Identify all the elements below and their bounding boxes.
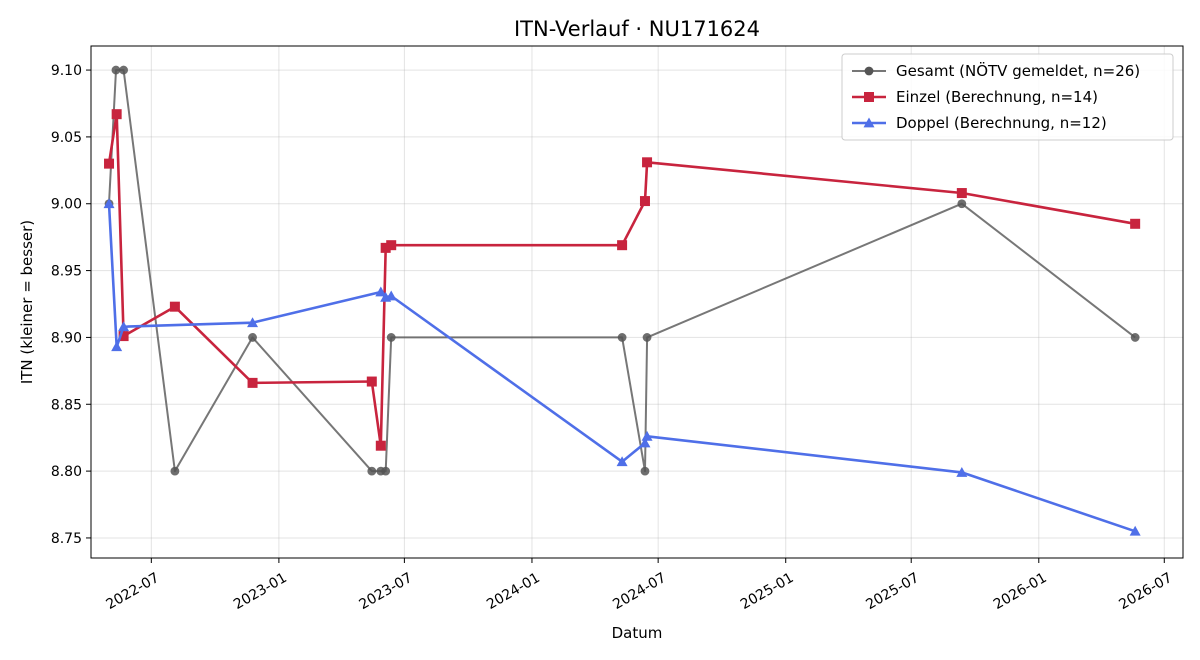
x-tick-label: 2023-07 [357,570,416,613]
data-point [111,341,123,352]
series-line [107,203,1136,533]
legend-box [841,53,1174,141]
data-point [247,317,259,328]
data-point [957,199,967,209]
data-point [639,196,650,207]
data-point [617,333,627,342]
legend-swatch-marker [864,92,874,102]
legend-item: Gesamt (NÖTV gemeldet, n=26) [852,61,1140,80]
y-tick-label: 8.75 [51,531,82,547]
y-axis: 8.75 8.80 8.85 8.90 8.95 9.00 9.05 9.10 [51,63,91,547]
legend-item: Einzel (Berechnung, n=14) [852,88,1098,106]
data-point [170,466,180,476]
data-point [119,65,128,75]
series-1 [104,109,1141,451]
data-point [111,65,121,75]
data-point [956,466,968,477]
grid [91,46,1183,558]
data-point [956,188,967,199]
y-axis-label: ITN (kleiner = besser) [18,220,36,384]
data-point [385,290,397,301]
chart-title: ITN-Verlauf · NU171624 [514,17,760,41]
data-point [616,456,628,467]
legend-label: Doppel (Berechnung, n=12) [896,114,1107,132]
x-tick-label: 2024-01 [484,570,543,613]
data-point [642,157,653,168]
legend-label: Einzel (Berechnung, n=14) [896,88,1098,106]
data-point [118,321,130,332]
data-point [617,240,628,251]
series-line [107,112,1136,448]
x-tick-label: 2026-01 [991,570,1050,613]
data-point [386,333,396,342]
data-point [641,430,653,441]
y-tick-label: 8.80 [51,464,82,480]
data-point [381,466,391,476]
data-point [380,242,391,253]
y-tick-label: 8.90 [51,330,82,346]
data-point [375,286,387,297]
data-point [375,440,386,451]
y-tick-label: 9.05 [51,130,82,146]
x-tick-label: 2024-07 [610,570,669,613]
legend-label: Gesamt (NÖTV gemeldet, n=26) [896,61,1140,80]
data-point [1129,525,1141,536]
data-point [104,158,115,169]
y-tick-label: 9.10 [51,63,82,79]
x-tick-label: 2025-07 [863,570,922,613]
y-tick-label: 9.00 [51,197,82,213]
data-point [386,240,397,251]
plot-frame [90,45,1184,559]
x-tick-label: 2022-07 [103,570,162,613]
legend: Gesamt (NÖTV gemeldet, n=26) Einzel (Bere… [841,53,1174,141]
y-tick-label: 8.85 [51,397,82,413]
data-point [118,331,129,342]
data-point [111,109,122,120]
x-tick-label: 2025-01 [738,570,797,613]
series-2 [103,198,1141,536]
data-point [366,376,377,387]
legend-swatch-marker [864,66,874,76]
data-point [1130,333,1140,342]
x-tick-label: 2023-01 [231,570,290,613]
x-axis-label: Datum [612,624,663,642]
x-axis: 2022-07 2023-01 2023-07 2024-01 2024-07 2025-… [103,558,1175,613]
data-point [1130,218,1141,229]
data-point [642,333,652,342]
data-point [639,437,651,448]
series-layer [103,65,1141,536]
y-tick-label: 8.95 [51,264,82,280]
x-tick-label: 2026-07 [1116,570,1175,613]
data-point [169,301,180,312]
data-point [248,333,257,342]
data-point [640,466,650,476]
data-point [103,198,115,209]
legend-item: Doppel (Berechnung, n=12) [852,114,1107,132]
data-point [367,466,377,476]
data-point [247,377,258,388]
series-0 [104,65,1140,476]
legend-swatch-marker [863,117,875,128]
